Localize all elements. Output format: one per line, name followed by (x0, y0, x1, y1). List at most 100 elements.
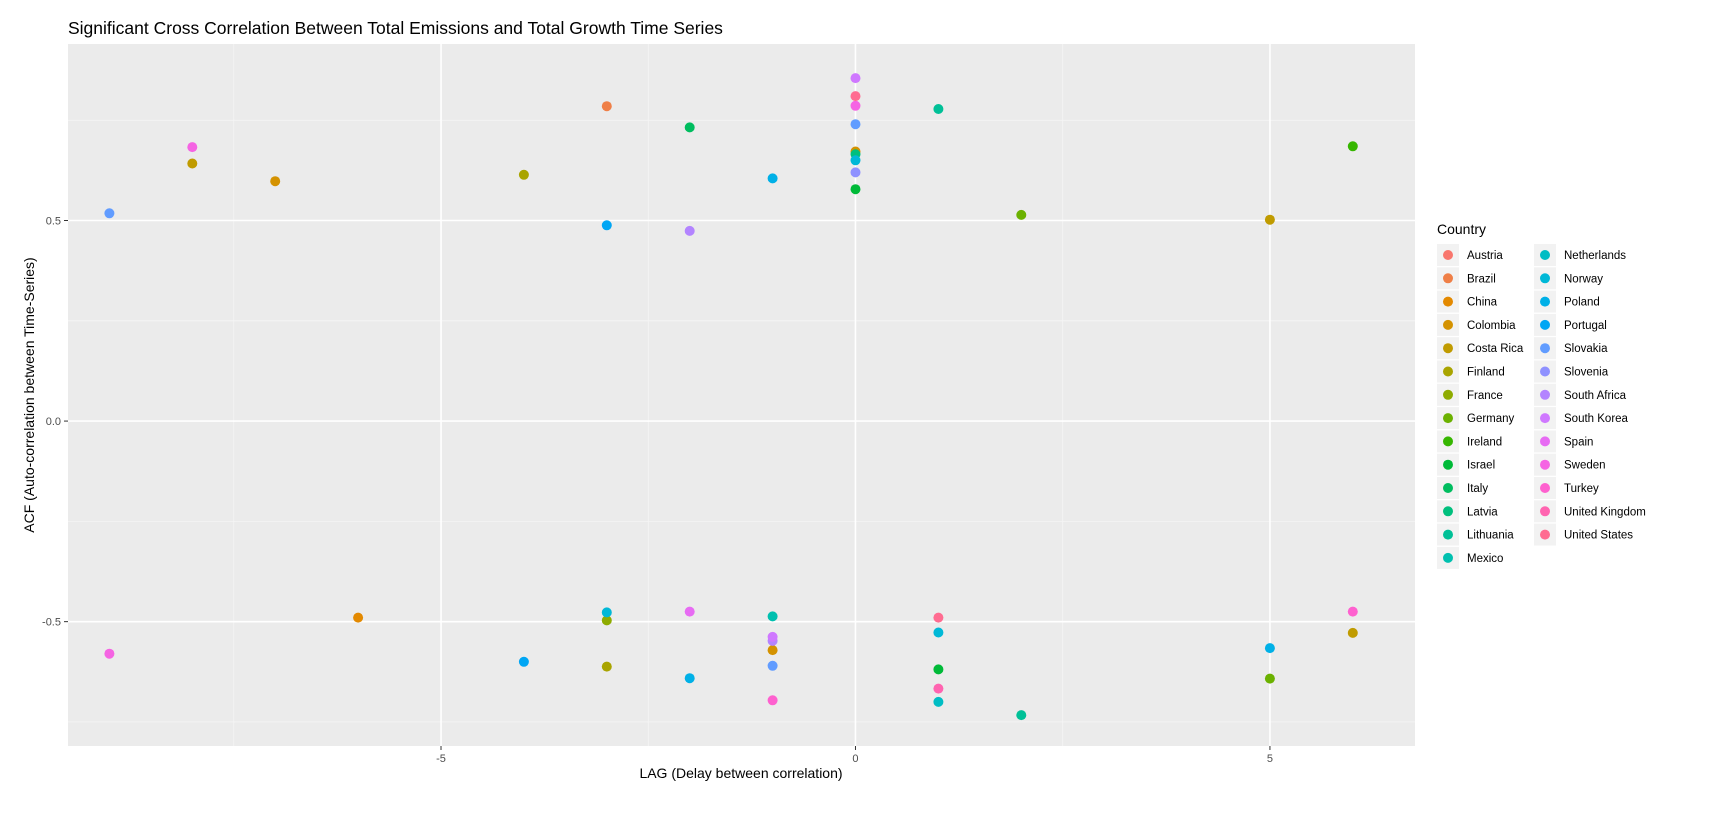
legend-swatch (1540, 366, 1550, 377)
data-point (933, 612, 944, 623)
legend-swatch (1540, 459, 1550, 470)
data-point (850, 100, 861, 111)
data-point (850, 73, 861, 84)
legend-swatch (1443, 366, 1453, 377)
data-point (767, 631, 778, 642)
legend-label: Austria (1467, 250, 1503, 262)
x-tick-label: 5 (1267, 753, 1273, 765)
legend-swatch (1540, 319, 1550, 330)
legend-label: Finland (1467, 367, 1505, 379)
data-point (767, 611, 778, 622)
legend-swatch (1540, 483, 1550, 493)
legend-swatch (1540, 413, 1550, 424)
legend-title: Country (1437, 221, 1486, 237)
legend-label: Turkey (1564, 483, 1599, 495)
legend-label: Latvia (1467, 506, 1498, 518)
data-point (518, 169, 529, 180)
data-point (187, 142, 198, 153)
legend-label: Israel (1467, 460, 1495, 472)
legend-swatch (1443, 296, 1453, 307)
data-point (601, 607, 612, 618)
chart-title: Significant Cross Correlation Between To… (68, 18, 723, 38)
data-point (187, 158, 198, 169)
x-axis: -5 0 5 (436, 746, 1273, 765)
legend-swatch (1443, 273, 1453, 284)
legend-swatch (1443, 506, 1453, 517)
data-point (601, 101, 612, 112)
legend-label: Slovakia (1564, 343, 1608, 355)
legend-swatch (1443, 250, 1453, 260)
legend-label: South Africa (1564, 390, 1627, 402)
legend-label: Sweden (1564, 460, 1606, 472)
legend-swatch (1443, 529, 1453, 540)
data-point (601, 615, 612, 626)
grid-major (68, 44, 1415, 746)
legend-label: Spain (1564, 436, 1593, 448)
data-point (601, 220, 612, 231)
y-tick-label: -0.5 (42, 617, 61, 629)
data-point (518, 656, 529, 667)
legend-swatch (1443, 389, 1453, 400)
legend-items: Austria Brazil China Colombia Costa Rica Finl… (1437, 244, 1646, 569)
data-point (850, 91, 861, 102)
legend-label: Netherlands (1564, 250, 1626, 262)
grid-minor (68, 44, 1415, 746)
data-point (767, 173, 778, 184)
legend-label: Germany (1467, 413, 1515, 425)
legend-swatch (1443, 413, 1453, 424)
data-point (933, 104, 944, 114)
data-point (1347, 606, 1358, 617)
data-point (1264, 643, 1275, 654)
legend-swatch (1443, 459, 1453, 470)
legend-swatch (1443, 552, 1453, 563)
y-tick-label: 0.0 (46, 416, 61, 428)
x-tick-label: 0 (852, 753, 858, 765)
legend-swatch (1540, 273, 1550, 284)
legend-label: Poland (1564, 297, 1600, 309)
data-point (850, 167, 861, 178)
legend-label: Colombia (1467, 320, 1516, 332)
legend-label: United Kingdom (1564, 506, 1646, 518)
legend-label: China (1467, 297, 1498, 309)
legend-swatch (1540, 529, 1550, 540)
data-point (767, 660, 778, 671)
data-point (684, 122, 695, 133)
legend-swatch (1540, 389, 1550, 400)
data-point (933, 696, 944, 707)
data-point (850, 119, 861, 130)
legend-swatch (1540, 296, 1550, 307)
data-point (684, 673, 695, 684)
y-tick-label: 0.5 (46, 216, 61, 228)
legend-swatch (1443, 436, 1453, 447)
data-point (684, 225, 695, 236)
data-point (933, 627, 944, 638)
legend-label: Costa Rica (1467, 343, 1524, 355)
legend-label: Slovenia (1564, 367, 1609, 379)
legend-label: Portugal (1564, 320, 1607, 332)
plot-panel (68, 44, 1415, 746)
data-point (1016, 710, 1027, 721)
legend-label: Mexico (1467, 553, 1503, 565)
data-point (1264, 673, 1275, 684)
legend-swatch (1443, 483, 1453, 493)
x-axis-label: LAG (Delay between correlation) (639, 765, 842, 781)
data-point (270, 176, 281, 187)
data-point (601, 661, 612, 672)
data-point (1347, 627, 1358, 638)
legend-label: United States (1564, 530, 1633, 542)
legend-swatch (1443, 343, 1453, 354)
x-tick-label: -5 (436, 753, 446, 765)
data-point (104, 648, 115, 659)
legend-swatch (1540, 436, 1550, 447)
legend-label: Lithuania (1467, 530, 1514, 542)
legend-label: South Korea (1564, 413, 1629, 425)
y-axis: -0.5 0.0 0.5 (42, 216, 68, 629)
legend-swatch (1540, 250, 1550, 260)
legend-label: Norway (1564, 273, 1603, 285)
data-point (684, 606, 695, 617)
data-points (104, 73, 1358, 721)
data-point (104, 208, 115, 219)
data-point (767, 695, 778, 706)
